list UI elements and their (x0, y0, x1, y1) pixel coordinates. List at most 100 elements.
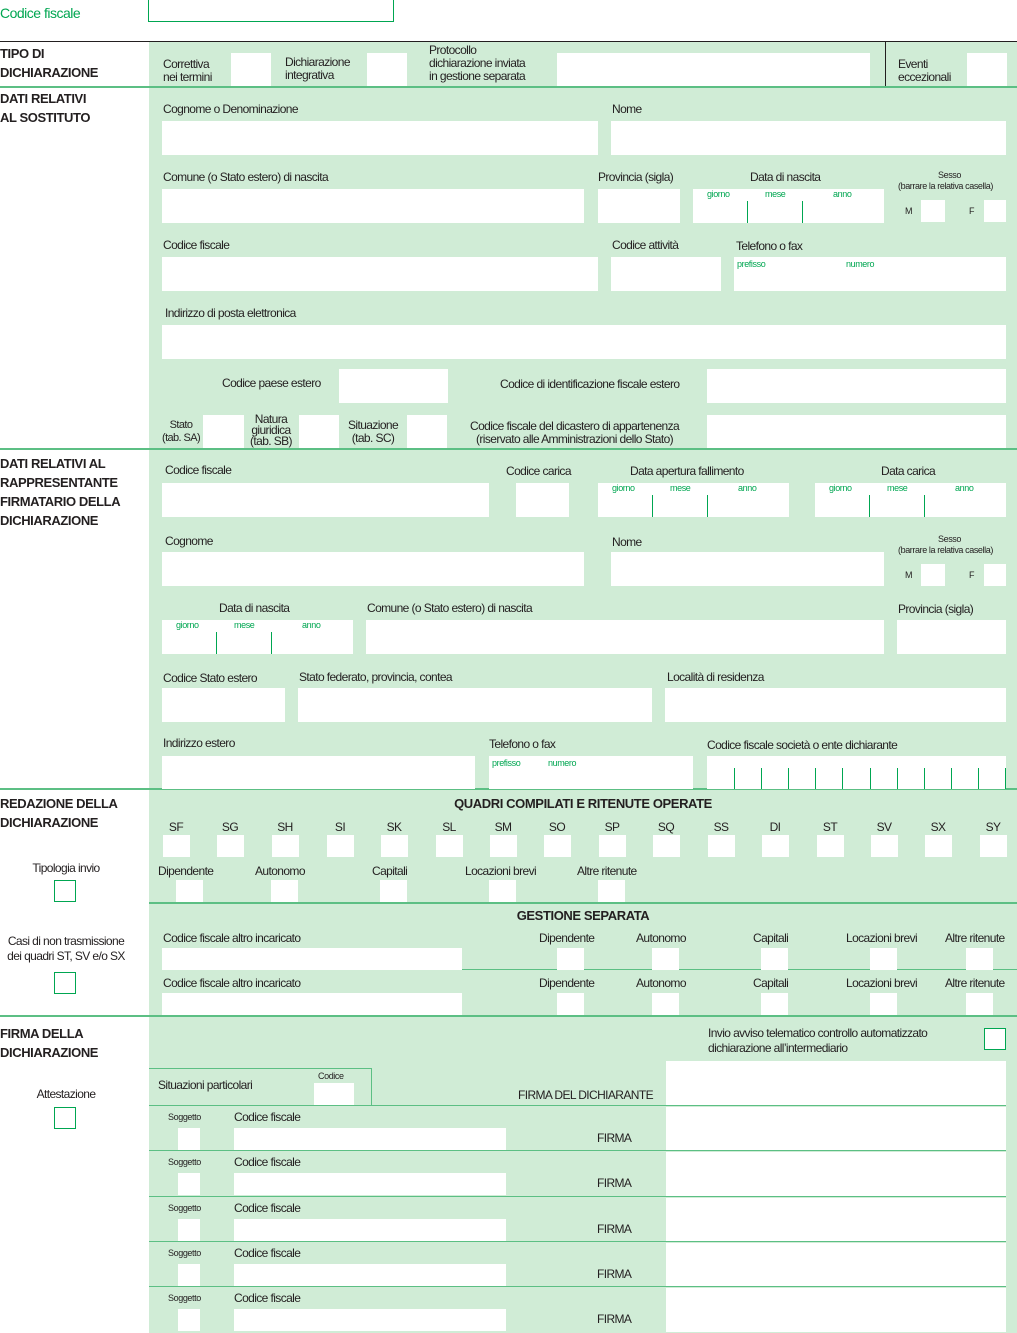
quadro-checkbox-sl[interactable] (436, 835, 463, 857)
quadro-checkbox-sp[interactable] (599, 835, 626, 857)
situazione-input[interactable] (407, 415, 447, 448)
situazioni-particolari-codice-input[interactable] (314, 1083, 354, 1105)
soggetto-codice-fiscale-input[interactable] (234, 1309, 506, 1331)
soggetto-input[interactable] (178, 1173, 200, 1195)
gestione-ritenuta-checkbox[interactable] (761, 993, 788, 1015)
quadro-checkbox-si[interactable] (327, 835, 354, 857)
soggetto-codice-fiscale-input[interactable] (234, 1219, 506, 1241)
protocollo-input[interactable] (557, 53, 870, 86)
soggetto-input[interactable] (178, 1309, 200, 1331)
firma-input[interactable] (666, 1288, 1006, 1332)
situazioni-particolari-frame (149, 1068, 372, 1105)
gestione-ritenuta-checkbox[interactable] (557, 948, 584, 970)
rapp-data-nascita-input[interactable] (162, 620, 353, 654)
quadro-label-sh: SH (277, 820, 293, 834)
codice-attivita-input[interactable] (611, 257, 721, 291)
nome-input[interactable] (611, 121, 1006, 155)
rapp-telefono-input[interactable] (489, 756, 693, 789)
eventi-input[interactable] (967, 53, 1007, 86)
quadro-checkbox-ss[interactable] (708, 835, 735, 857)
natura-input[interactable] (299, 415, 339, 448)
numero-label: numero (846, 259, 875, 269)
email-input[interactable] (162, 325, 1006, 359)
cf-altro-incaricato-input[interactable] (162, 948, 462, 970)
gestione-ritenuta-checkbox[interactable] (870, 948, 897, 970)
rapp-cognome-input[interactable] (162, 552, 584, 586)
dicastero-input[interactable] (707, 415, 1006, 448)
quadro-checkbox-sm[interactable] (490, 835, 517, 857)
soggetto-input[interactable] (178, 1219, 200, 1241)
soggetto-codice-fiscale-input[interactable] (234, 1128, 506, 1150)
quadro-label-ss: SS (713, 820, 729, 834)
soggetto-codice-fiscale-input[interactable] (234, 1264, 506, 1286)
data-fallimento-input[interactable] (598, 483, 789, 517)
integrativa-input[interactable] (367, 53, 407, 86)
quadro-checkbox-sq[interactable] (653, 835, 680, 857)
provincia-input[interactable] (598, 189, 680, 223)
quadro-checkbox-so[interactable] (544, 835, 571, 857)
ritenuta-checkbox[interactable] (176, 880, 203, 902)
rapp-nome-input[interactable] (611, 552, 884, 586)
firma-dichiarante-input[interactable] (666, 1061, 1006, 1105)
firma-input[interactable] (666, 1152, 1006, 1196)
quadro-checkbox-sk[interactable] (381, 835, 408, 857)
codice-paese-input[interactable] (339, 369, 448, 403)
quadro-checkbox-sf[interactable] (163, 835, 190, 857)
rapp-provincia-input[interactable] (897, 620, 1006, 654)
invio-avviso-checkbox[interactable] (984, 1028, 1006, 1050)
codice-fiscale-input[interactable] (162, 257, 598, 291)
ritenuta-checkbox[interactable] (380, 880, 407, 902)
stato-federato-input[interactable] (298, 688, 652, 722)
quadro-checkbox-sv[interactable] (871, 835, 898, 857)
rapp-codice-fiscale-input[interactable] (162, 483, 489, 517)
codice-stato-input[interactable] (162, 688, 285, 722)
localita-input[interactable] (665, 688, 1006, 722)
rapp-comune-input[interactable] (366, 620, 884, 654)
cf-societa-input[interactable] (707, 756, 1006, 789)
data-carica-input[interactable] (815, 483, 1006, 517)
sostituto-m-checkbox[interactable] (921, 200, 945, 222)
gestione-ritenuta-checkbox[interactable] (652, 948, 679, 970)
soggetto-input[interactable] (178, 1264, 200, 1286)
comune-input[interactable] (162, 189, 584, 223)
ritenuta-checkbox[interactable] (271, 880, 298, 902)
quadro-checkbox-sh[interactable] (272, 835, 299, 857)
attestazione-input[interactable] (54, 1107, 76, 1129)
correttiva-input[interactable] (231, 53, 271, 86)
quadro-checkbox-sy[interactable] (980, 835, 1007, 857)
rappresentante-f-checkbox[interactable] (984, 564, 1006, 586)
soggetto-codice-fiscale-input[interactable] (234, 1173, 506, 1195)
casi-non-trasmissione-input[interactable] (54, 972, 76, 994)
gestione-ritenuta-checkbox[interactable] (966, 948, 993, 970)
quadro-checkbox-st[interactable] (817, 835, 844, 857)
indirizzo-input[interactable] (162, 756, 475, 789)
gestione-ritenuta-checkbox[interactable] (652, 993, 679, 1015)
id-fiscale-estero-input[interactable] (707, 369, 1006, 403)
divider (149, 1150, 1006, 1151)
firma-input[interactable] (666, 1107, 1006, 1151)
sostituto-f-label: F (969, 206, 975, 216)
sostituto-f-checkbox[interactable] (984, 200, 1006, 222)
soggetto-input[interactable] (178, 1128, 200, 1150)
tipologia-invio-input[interactable] (54, 880, 76, 902)
gestione-ritenuta-checkbox[interactable] (870, 993, 897, 1015)
quadro-checkbox-sx[interactable] (925, 835, 952, 857)
quadro-checkbox-sg[interactable] (217, 835, 244, 857)
ritenuta-checkbox[interactable] (598, 880, 625, 902)
gestione-ritenuta-checkbox[interactable] (761, 948, 788, 970)
firma-input[interactable] (666, 1198, 1006, 1242)
cf-altro-incaricato-input[interactable] (162, 993, 462, 1015)
gestione-ritenuta-checkbox[interactable] (557, 993, 584, 1015)
quadro-checkbox-di[interactable] (762, 835, 789, 857)
codice-carica-input[interactable] (516, 483, 569, 517)
cognome-input[interactable] (162, 121, 598, 155)
stato-input[interactable] (203, 415, 244, 448)
gestione-ritenuta-checkbox[interactable] (966, 993, 993, 1015)
header-codice-fiscale-input[interactable] (148, 0, 394, 22)
ritenuta-checkbox[interactable] (489, 880, 516, 902)
quadro-label-sk: SK (386, 820, 402, 834)
firma-input[interactable] (666, 1243, 1006, 1287)
telefono-input[interactable] (734, 257, 1006, 291)
rappresentante-m-checkbox[interactable] (921, 564, 945, 586)
data-nascita-input[interactable] (693, 189, 884, 223)
